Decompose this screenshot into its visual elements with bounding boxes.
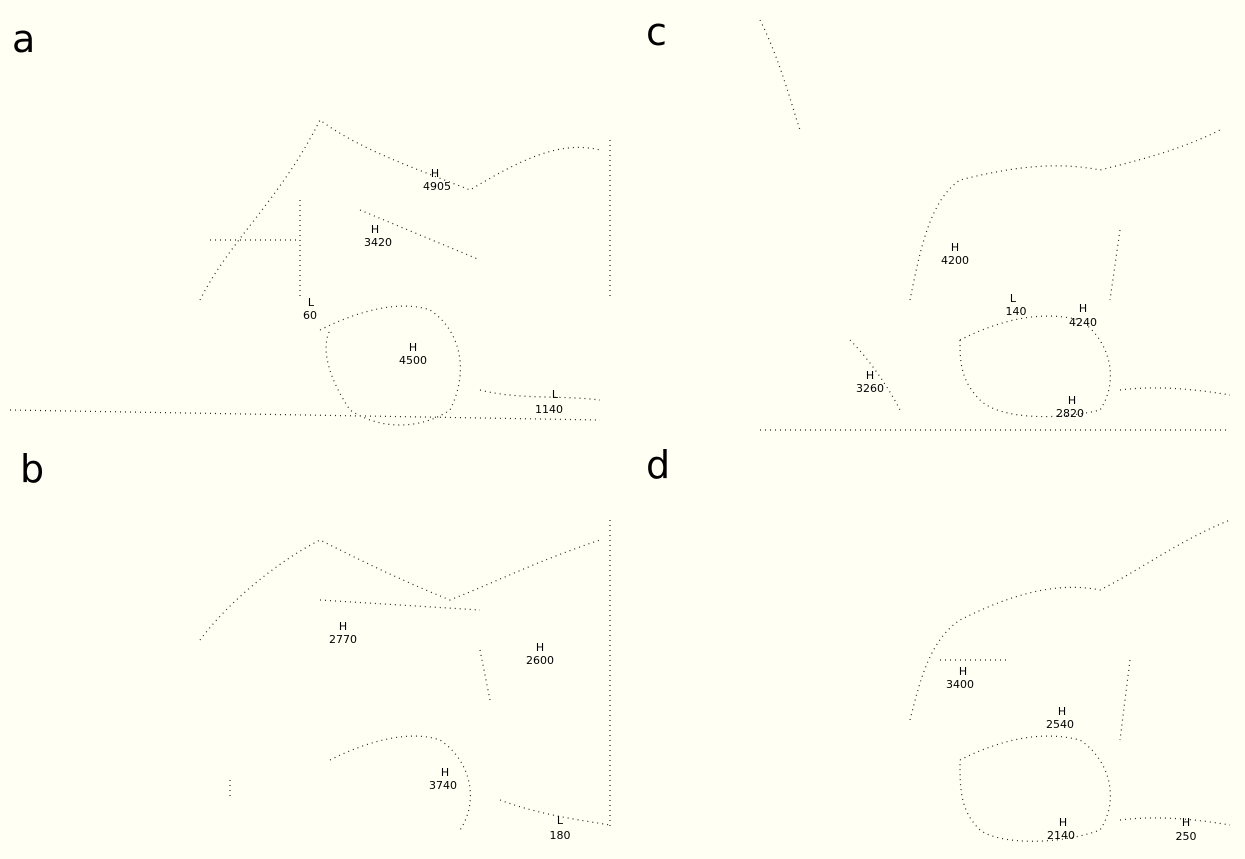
pressure-center: H: [1079, 302, 1087, 315]
pressure-center: H: [431, 167, 439, 180]
panel-a-map: [9, 119, 611, 426]
panel-letter: d: [646, 443, 670, 487]
panel-letter: a: [12, 17, 35, 61]
pressure-center: H: [866, 369, 874, 382]
pressure-value: 250: [1176, 830, 1197, 843]
pressure-center: H: [1059, 816, 1067, 829]
pressure-value: 3420: [364, 236, 392, 249]
pressure-center: H: [536, 641, 544, 654]
coastline: [759, 19, 1231, 431]
pressure-center: H: [1068, 394, 1076, 407]
pressure-center: L: [308, 296, 315, 309]
pressure-value: 2540: [1046, 718, 1074, 731]
coastline: [199, 520, 611, 831]
pressure-value: 4240: [1069, 316, 1097, 329]
pressure-value: 2820: [1056, 407, 1084, 420]
pressure-center: L: [557, 814, 564, 827]
pressure-center: H: [1182, 816, 1190, 829]
panel-letter: b: [20, 447, 44, 491]
pressure-value: 1140: [535, 403, 563, 416]
pressure-value: 60: [303, 309, 317, 322]
pressure-value: 2600: [526, 654, 554, 667]
pressure-center: H: [1058, 705, 1066, 718]
pressure-value: 140: [1006, 305, 1027, 318]
pressure-value: 3400: [946, 678, 974, 691]
pressure-value: 4500: [399, 354, 427, 367]
pressure-center: H: [441, 766, 449, 779]
pressure-value: 4905: [423, 180, 451, 193]
panel-letter: c: [646, 10, 667, 54]
pressure-value: 3260: [856, 382, 884, 395]
pressure-center: H: [951, 241, 959, 254]
pressure-value: 2140: [1047, 829, 1075, 842]
pressure-value: 180: [550, 829, 571, 842]
pressure-center: L: [552, 388, 559, 401]
pressure-value: 2770: [329, 633, 357, 646]
pressure-value: 3740: [429, 779, 457, 792]
panel-c-map: [759, 19, 1231, 431]
pressure-value: 4200: [941, 254, 969, 267]
pressure-center: H: [371, 223, 379, 236]
pressure-center: L: [1010, 292, 1017, 305]
pressure-center: H: [409, 341, 417, 354]
pressure-center: H: [959, 665, 967, 678]
panel-b-map: [199, 520, 611, 831]
pressure-center: H: [339, 620, 347, 633]
coastline: [9, 119, 611, 426]
